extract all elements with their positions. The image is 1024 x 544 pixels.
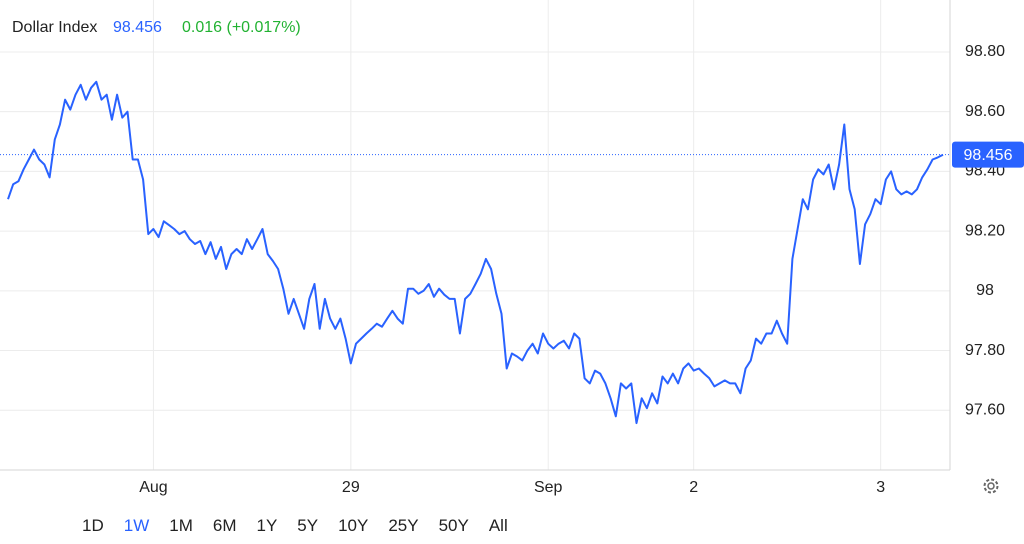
y-tick-label: 97.80 (965, 342, 1005, 359)
range-button[interactable]: 25Y (388, 516, 419, 535)
x-tick-label: Aug (139, 479, 167, 496)
range-button[interactable]: 1D (82, 516, 104, 535)
header-price: 98.456 (113, 19, 162, 36)
range-button[interactable]: 10Y (338, 516, 369, 535)
chart-title: Dollar Index (12, 19, 97, 36)
y-tick-label: 98.60 (965, 103, 1005, 120)
settings-icon[interactable] (983, 478, 999, 494)
x-tick-label: 3 (876, 479, 885, 496)
y-tick-label: 97.60 (965, 401, 1005, 418)
price-line (7, 80, 944, 425)
range-button[interactable]: 1M (169, 516, 193, 535)
chart: Dollar Index 98.456 0.016 (+0.017%) 97.6… (0, 0, 1024, 501)
x-tick-label: Sep (534, 479, 563, 496)
price-badge (952, 141, 1024, 168)
range-button[interactable]: 50Y (438, 516, 469, 535)
y-tick-label: 98.20 (965, 222, 1005, 239)
y-tick-label: 98.80 (965, 43, 1005, 60)
range-button[interactable]: 5Y (297, 516, 319, 535)
range-button[interactable]: 6M (212, 516, 237, 535)
header-change: 0.016 (+0.017%) (182, 19, 301, 36)
range-button[interactable]: 1Y (256, 516, 278, 535)
y-tick-label: 98 (976, 282, 994, 299)
range-button[interactable]: 1W (123, 516, 150, 535)
x-tick-label: 29 (342, 479, 360, 496)
range-bar: 1D 1W 1M 6M 1Y 5Y 10Y 25Y 50Y All (0, 508, 1024, 536)
range-button[interactable]: All (488, 516, 508, 535)
x-axis-band (0, 471, 950, 501)
x-tick-label: 2 (689, 479, 698, 496)
price-badge-label: 98.456 (964, 147, 1013, 164)
